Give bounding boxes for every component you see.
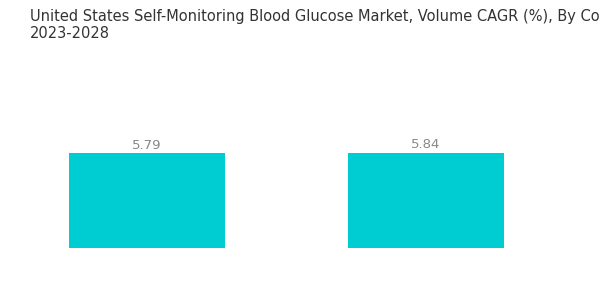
Text: 5.84: 5.84 xyxy=(411,138,440,151)
Bar xyxy=(347,153,504,248)
Text: 5.79: 5.79 xyxy=(132,139,161,152)
Bar xyxy=(68,153,225,248)
Text: United States Self-Monitoring Blood Glucose Market, Volume CAGR (%), By Componen: United States Self-Monitoring Blood Gluc… xyxy=(30,9,600,41)
